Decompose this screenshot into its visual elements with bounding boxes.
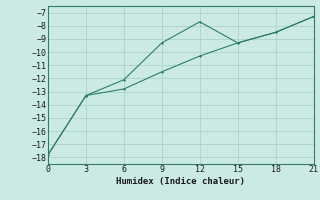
X-axis label: Humidex (Indice chaleur): Humidex (Indice chaleur) (116, 177, 245, 186)
